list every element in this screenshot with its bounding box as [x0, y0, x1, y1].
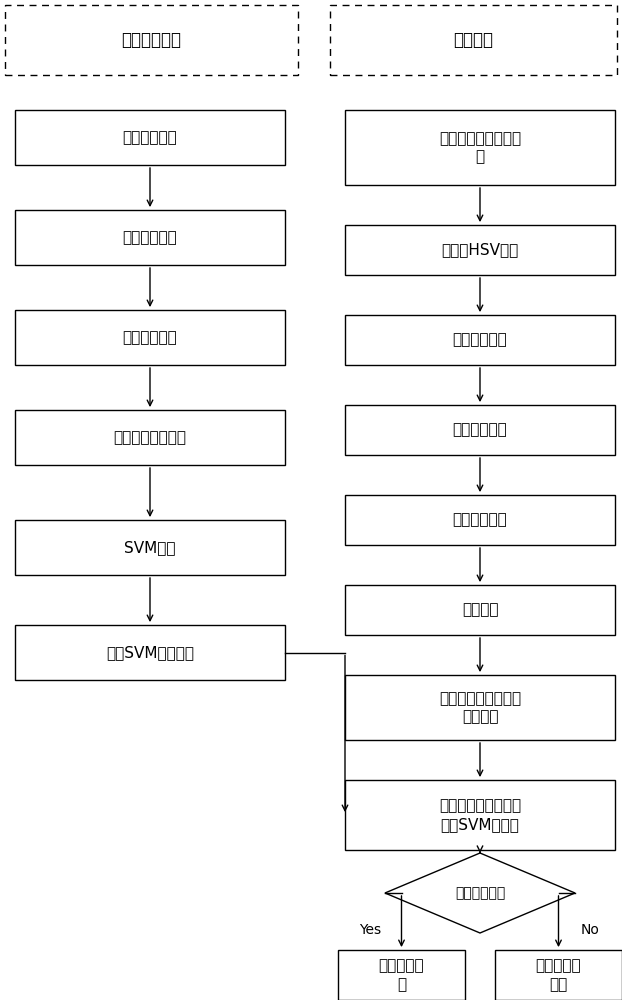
Text: No: No	[580, 923, 600, 937]
Bar	[15, 625, 285, 680]
Text: 非车牌候选
区域: 非车牌候选 区域	[536, 958, 582, 992]
Bar	[15, 520, 285, 575]
Bar	[15, 410, 285, 465]
Bar	[338, 950, 465, 1000]
Text: Yes: Yes	[359, 923, 381, 937]
Text: 检测框遍历候选区域
对比SVM特征值: 检测框遍历候选区域 对比SVM特征值	[439, 798, 521, 832]
Text: 离线训练模块: 离线训练模块	[121, 31, 182, 49]
Polygon shape	[385, 853, 575, 933]
Text: 检测垂直边缘: 检测垂直边缘	[453, 422, 508, 438]
Text: 转换到HSV空间: 转换到HSV空间	[442, 242, 519, 257]
Text: 输入采集到的车牌照
片: 输入采集到的车牌照 片	[439, 131, 521, 164]
Bar	[15, 210, 285, 265]
Text: 检测模块: 检测模块	[453, 31, 493, 49]
Bar	[345, 405, 615, 455]
Text: SVM训练: SVM训练	[124, 540, 176, 555]
Bar	[495, 950, 622, 1000]
Bar	[15, 110, 285, 165]
Text: 水平投影: 水平投影	[462, 602, 498, 617]
Text: 合并特征并归一化: 合并特征并归一化	[113, 430, 187, 445]
Bar	[15, 310, 285, 365]
Text: 提取亮度分量: 提取亮度分量	[453, 332, 508, 348]
Text: 大于第一阈值: 大于第一阈值	[455, 886, 505, 900]
Bar	[5, 5, 298, 75]
Text: 车牌候选区
域: 车牌候选区 域	[379, 958, 424, 992]
Text: 输出SVM特征向量: 输出SVM特征向量	[106, 645, 194, 660]
Text: 找出含有车牌的水平
条带区域: 找出含有车牌的水平 条带区域	[439, 691, 521, 724]
Bar	[345, 110, 615, 185]
Text: 提取颜色特征: 提取颜色特征	[123, 230, 177, 245]
Bar	[345, 585, 615, 635]
Bar	[345, 495, 615, 545]
Text: 提取纹理特征: 提取纹理特征	[123, 330, 177, 345]
Bar	[345, 675, 615, 740]
Bar	[345, 225, 615, 275]
Text: 二值化、滤波: 二值化、滤波	[453, 512, 508, 528]
Bar	[345, 780, 615, 850]
Bar	[330, 5, 617, 75]
Text: 收集车牌样本: 收集车牌样本	[123, 130, 177, 145]
Bar	[345, 315, 615, 365]
